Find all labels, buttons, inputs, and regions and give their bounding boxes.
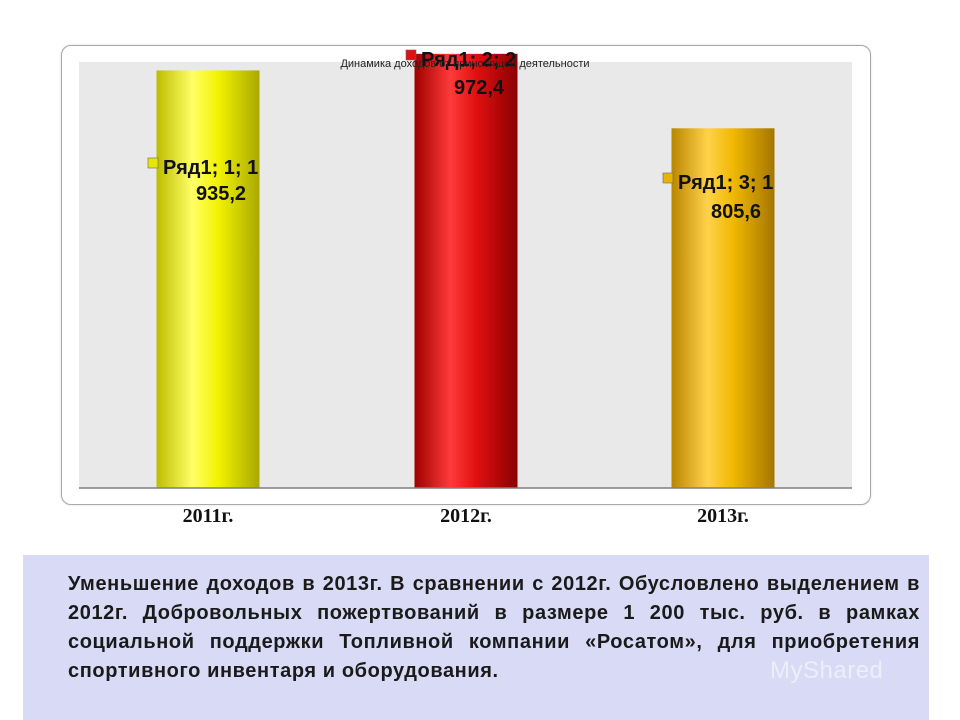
data-label-series-2: Ряд1; 2; 2 [421, 49, 516, 71]
bar-2 [414, 53, 518, 489]
caption-box: Уменьшение доходов в 2013г. В сравнении … [23, 555, 929, 720]
legend-key-2 [405, 49, 417, 61]
data-label-value-3: 805,6 [711, 201, 761, 223]
chart-title: Динамика доходов от приносящей деятельно… [340, 58, 589, 70]
watermark: MyShared [770, 657, 883, 685]
data-label-series-1: Ряд1; 1; 1 [163, 157, 258, 179]
bar-1 [156, 70, 260, 488]
x-tick-label-3: 2013г. [697, 505, 749, 527]
legend-key-3 [662, 172, 674, 184]
watermark-text: MyShared [770, 657, 884, 684]
legend-key-1 [147, 157, 159, 169]
x-tick-label-1: 2011г. [182, 505, 234, 527]
data-label-value-2: 972,4 [454, 77, 505, 99]
x-tick-label-2: 2012г. [440, 505, 492, 527]
caption-text: Уменьшение доходов в 2013г. В сравнении … [68, 573, 920, 682]
data-label-series-3: Ряд1; 3; 1 [678, 172, 773, 194]
data-label-value-1: 935,2 [196, 183, 246, 205]
bar-3 [671, 128, 775, 488]
x-axis-labels: 2011г. 2012г. 2013г. [0, 505, 960, 535]
